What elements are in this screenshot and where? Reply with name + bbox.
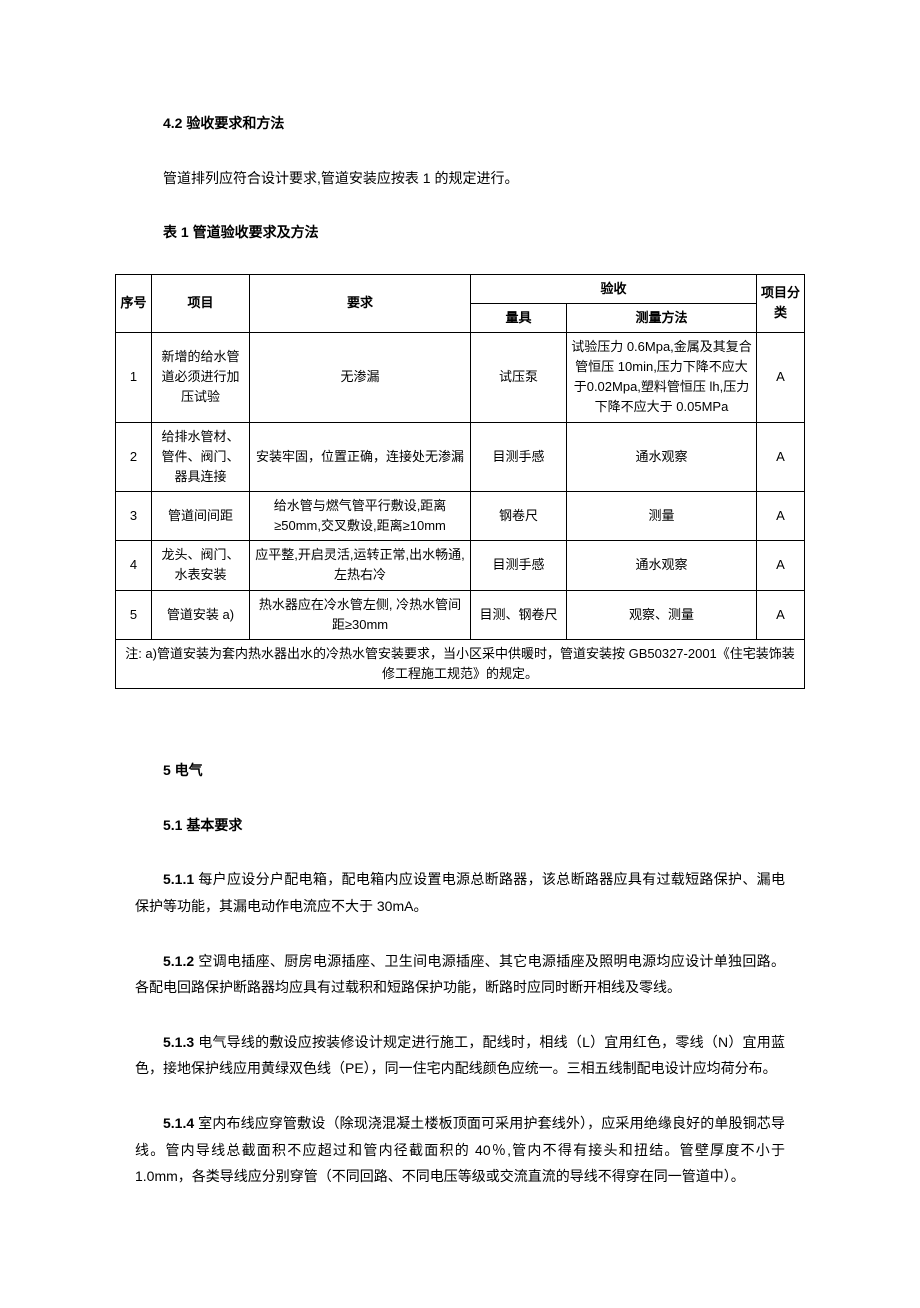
clause-text: 每户应设分户配电箱，配电箱内应设置电源总断路器，该总断路器应具有过载短路保护、漏… [135,871,785,914]
heading-5-1: 5.1 基本要求 [135,812,785,839]
cell-req: 应平整,开启灵活,运转正常,出水畅通,左热右冷 [250,541,471,590]
cell-cat: A [757,422,805,491]
cell-seq: 1 [116,333,152,423]
clause-num: 5.1.4 [163,1115,194,1131]
table-1-note-row: 注: a)管道安装为套内热水器出水的冷热水管安装要求，当小区采中供暖时，管道安装… [116,639,805,688]
cell-req: 安装牢固，位置正确，连接处无渗漏 [250,422,471,491]
th-method: 测量方法 [567,303,757,332]
cell-tool: 目测手感 [471,541,567,590]
cell-method: 试验压力 0.6Mpa,金属及其复合管恒压 10min,压力下降不应大于0.02… [567,333,757,423]
cell-seq: 3 [116,492,152,541]
cell-cat: A [757,541,805,590]
table-row: 5 管道安装 a) 热水器应在冷水管左侧, 冷热水管间距≥30mm 目测、钢卷尺… [116,590,805,639]
cell-tool: 钢卷尺 [471,492,567,541]
cell-cat: A [757,492,805,541]
clause-num: 5.1.1 [163,871,194,887]
th-tool: 量具 [471,303,567,332]
th-accept: 验收 [471,274,757,303]
table-1-head: 序号 项目 要求 验收 项目分类 量具 测量方法 [116,274,805,332]
cell-cat: A [757,333,805,423]
clause-5-1-3: 5.1.3 电气导线的敷设应按装修设计规定进行施工，配线时，相线（L）宜用红色，… [135,1029,785,1082]
cell-method: 测量 [567,492,757,541]
cell-req: 无渗漏 [250,333,471,423]
table-row: 1 新增的给水管道必须进行加压试验 无渗漏 试压泵 试验压力 0.6Mpa,金属… [116,333,805,423]
cell-method: 观察、测量 [567,590,757,639]
th-item: 项目 [152,274,250,332]
th-cat: 项目分类 [757,274,805,332]
clause-5-1-2: 5.1.2 空调电插座、厨房电源插座、卫生间电源插座、其它电源插座及照明电源均应… [135,948,785,1001]
clause-text: 空调电插座、厨房电源插座、卫生间电源插座、其它电源插座及照明电源均应设计单独回路… [135,953,785,996]
heading-4-2: 4.2 验收要求和方法 [135,110,785,137]
cell-req: 热水器应在冷水管左侧, 冷热水管间距≥30mm [250,590,471,639]
clause-num: 5.1.3 [163,1034,194,1050]
table-row: 2 给排水管材、管件、阀门、器具连接 安装牢固，位置正确，连接处无渗漏 目测手感… [116,422,805,491]
table-1-note: 注: a)管道安装为套内热水器出水的冷热水管安装要求，当小区采中供暖时，管道安装… [116,639,805,688]
clause-5-1-4: 5.1.4 室内布线应穿管敷设（除现浇混凝土楼板顶面可采用护套线外），应采用绝缘… [135,1110,785,1190]
table-1-caption: 表 1 管道验收要求及方法 [135,219,785,246]
cell-seq: 5 [116,590,152,639]
clause-text: 电气导线的敷设应按装修设计规定进行施工，配线时，相线（L）宜用红色，零线（N）宜… [135,1034,785,1077]
cell-method: 通水观察 [567,541,757,590]
table-1: 序号 项目 要求 验收 项目分类 量具 测量方法 1 新增的给水管道必须进行加压… [115,274,805,689]
cell-method: 通水观察 [567,422,757,491]
table-row: 4 龙头、阀门、水表安装 应平整,开启灵活,运转正常,出水畅通,左热右冷 目测手… [116,541,805,590]
cell-req: 给水管与燃气管平行敷设,距离≥50mm,交叉敷设,距离≥10mm [250,492,471,541]
cell-item: 给排水管材、管件、阀门、器具连接 [152,422,250,491]
table-1-body: 1 新增的给水管道必须进行加压试验 无渗漏 试压泵 试验压力 0.6Mpa,金属… [116,333,805,689]
clause-text: 室内布线应穿管敷设（除现浇混凝土楼板顶面可采用护套线外），应采用绝缘良好的单股铜… [135,1115,785,1184]
th-seq: 序号 [116,274,152,332]
cell-item: 新增的给水管道必须进行加压试验 [152,333,250,423]
heading-5: 5 电气 [135,757,785,784]
cell-tool: 试压泵 [471,333,567,423]
cell-item: 龙头、阀门、水表安装 [152,541,250,590]
cell-tool: 目测、钢卷尺 [471,590,567,639]
clause-5-1-1: 5.1.1 每户应设分户配电箱，配电箱内应设置电源总断路器，该总断路器应具有过载… [135,866,785,919]
spacer [135,725,785,757]
table-row: 3 管道间间距 给水管与燃气管平行敷设,距离≥50mm,交叉敷设,距离≥10mm… [116,492,805,541]
cell-seq: 2 [116,422,152,491]
clause-num: 5.1.2 [163,953,194,969]
cell-seq: 4 [116,541,152,590]
cell-item: 管道间间距 [152,492,250,541]
document-page: 4.2 验收要求和方法 管道排列应符合设计要求,管道安装应按表 1 的规定进行。… [0,0,920,1308]
th-req: 要求 [250,274,471,332]
para-4-2-intro: 管道排列应符合设计要求,管道安装应按表 1 的规定进行。 [135,165,785,192]
cell-cat: A [757,590,805,639]
cell-item: 管道安装 a) [152,590,250,639]
cell-tool: 目测手感 [471,422,567,491]
